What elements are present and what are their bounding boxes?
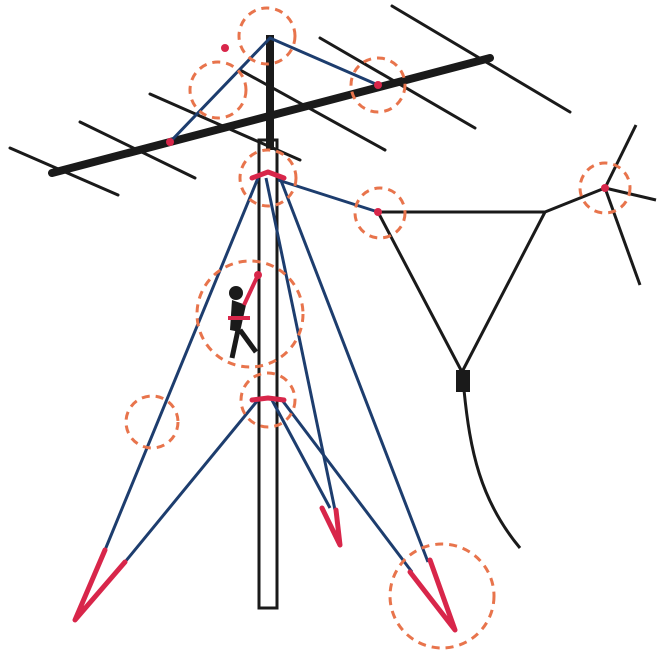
connection-points xyxy=(166,44,609,279)
guy-wires xyxy=(103,36,430,573)
dipole xyxy=(376,124,657,549)
boom xyxy=(48,54,494,177)
climber xyxy=(228,274,260,359)
balun xyxy=(456,370,470,392)
yagi-elements xyxy=(8,4,572,197)
inspection-rings xyxy=(124,6,632,650)
anchors xyxy=(72,169,458,633)
